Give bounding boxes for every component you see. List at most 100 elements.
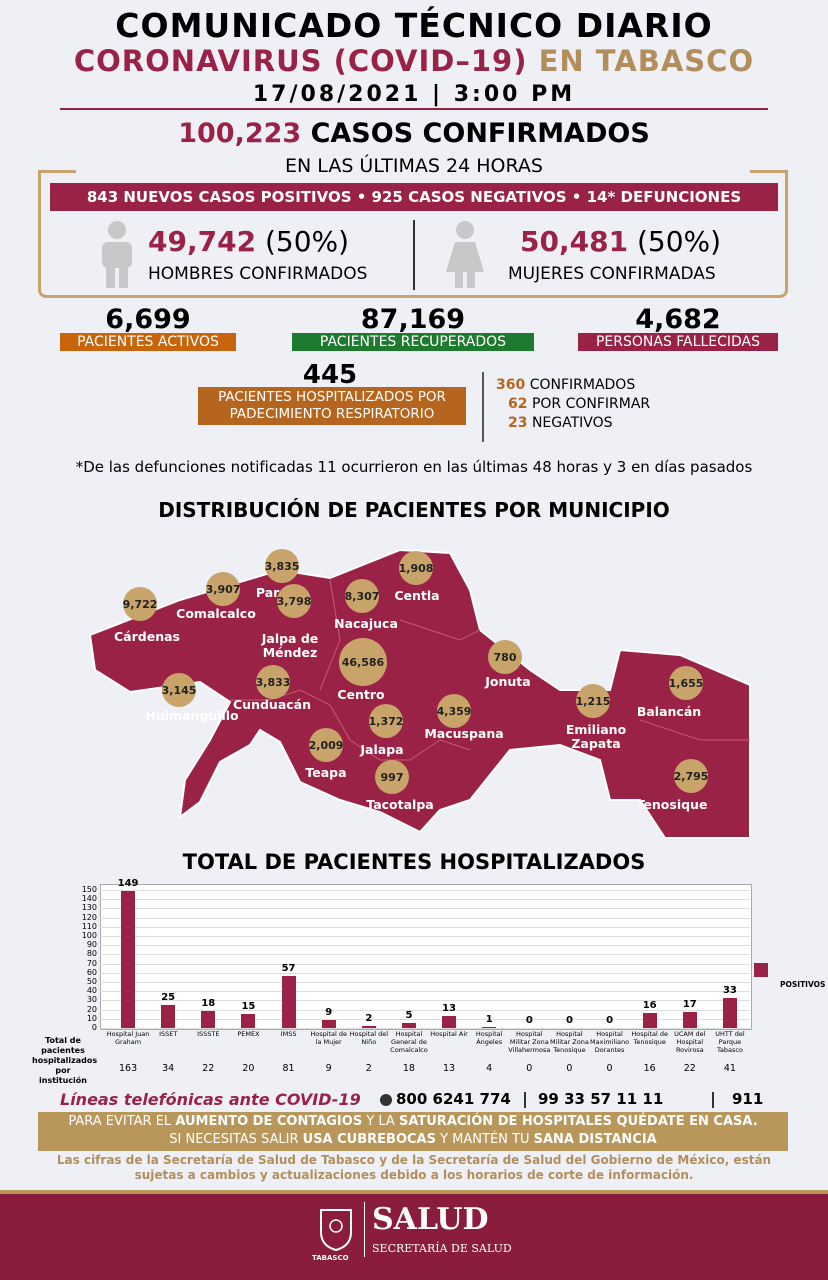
breakdown-value: 62 xyxy=(508,396,528,412)
breakdown-row: 23 NEGATIVOS xyxy=(508,415,613,431)
grid-line xyxy=(100,917,750,919)
subtitle: CORONAVIRUS (COVID–19) EN TABASCO xyxy=(0,44,828,78)
total-value: 0 xyxy=(566,1063,573,1074)
banner-text: SI NECESITAS SALIR xyxy=(169,1132,303,1147)
men-count: 49,742 (50%) xyxy=(148,225,349,258)
banner-text: AUMENTO DE CONTAGIOS xyxy=(175,1114,363,1129)
municipality-value: 2,009 xyxy=(309,728,343,762)
grid-line xyxy=(100,972,750,974)
total-value: 2 xyxy=(365,1063,372,1074)
confirmed-label: CASOS CONFIRMADOS xyxy=(310,118,650,149)
subtitle-main: CORONAVIRUS (COVID–19) xyxy=(73,44,528,78)
bar-chart: TOTAL DE PACIENTES HOSPITALIZADOS 0 10 20 3… xyxy=(32,850,826,1085)
grid-line xyxy=(100,899,750,901)
status-label: PACIENTES RECUPERADOS xyxy=(292,333,534,351)
x-tick-label: Hospital de Tenosique xyxy=(631,1030,669,1046)
value-label: 2 xyxy=(365,1013,373,1025)
municipality-value: 3,833 xyxy=(256,665,290,699)
municipality-value: 1,908 xyxy=(399,551,433,585)
women-label: MUJERES CONFIRMADAS xyxy=(508,264,716,284)
box-edge xyxy=(750,170,788,173)
x-tick-label: Hospital Air xyxy=(430,1030,468,1038)
banner-text: USA CUBREBOCAS xyxy=(302,1132,436,1147)
municipality-value: 9,722 xyxy=(123,587,157,621)
breakdown-value: 23 xyxy=(508,415,528,431)
contact: Líneas telefónicas ante COVID-19 800 624… xyxy=(60,1090,770,1112)
bar xyxy=(281,975,296,1028)
value-label: 149 xyxy=(117,877,139,889)
municipality-value: 4,359 xyxy=(437,694,471,728)
municipality-name: Huimanguillo xyxy=(145,708,239,723)
y-tick-label: 80 xyxy=(86,949,97,959)
bar xyxy=(201,1011,216,1028)
value-label: 13 xyxy=(442,1003,457,1015)
value-label: 15 xyxy=(241,1001,256,1013)
total-value: 22 xyxy=(683,1063,696,1074)
total-value: 9 xyxy=(325,1063,332,1074)
value-label: 0 xyxy=(606,1015,614,1026)
contact-label: Líneas telefónicas ante COVID-19 xyxy=(60,1090,361,1109)
total-value: 163 xyxy=(118,1063,138,1074)
bar xyxy=(482,1027,497,1028)
grid-line xyxy=(100,936,750,937)
breakdown-row: 62 POR CONFIRMAR xyxy=(508,396,650,412)
value-label: 0 xyxy=(565,1015,573,1026)
status-value: 87,169 xyxy=(360,304,466,335)
breakdown-value: 360 xyxy=(496,377,526,393)
footer: TABASCO SALUD SECRETARÍA DE SALUD xyxy=(0,1190,828,1280)
municipality-name: Macuspana xyxy=(424,726,504,741)
grid-line xyxy=(100,908,750,910)
y-tick-label: 60 xyxy=(86,967,97,977)
total-value: 18 xyxy=(402,1063,415,1074)
status-label: PACIENTES ACTIVOS xyxy=(60,333,236,351)
grid-line xyxy=(100,926,750,928)
legend-label: POSITIVOS xyxy=(780,980,826,989)
total-value: 4 xyxy=(486,1063,493,1074)
grid-line xyxy=(100,890,750,891)
banner: PARA EVITAR EL AUMENTO DE CONTAGIOS Y LA… xyxy=(38,1112,788,1151)
separator xyxy=(364,1202,365,1257)
municipality-name: Tacotalpa xyxy=(366,797,434,812)
confirmed-total: 100,223 xyxy=(178,118,302,149)
status-value: 6,699 xyxy=(105,304,191,335)
value-label: 57 xyxy=(281,962,296,974)
total-value: 20 xyxy=(242,1063,255,1074)
women-share: (50%) xyxy=(636,225,722,258)
banner-text: Y MANTÉN TU xyxy=(435,1132,534,1147)
grid-line xyxy=(100,991,750,993)
value-label: 9 xyxy=(325,1006,333,1018)
bar xyxy=(361,1026,376,1028)
breakdown-row: 360 CONFIRMADOS xyxy=(496,377,635,393)
map-title: DISTRIBUCIÓN DE PACIENTES POR MUNICIPIO xyxy=(158,498,670,522)
grid-line xyxy=(100,1028,750,1029)
x-tick-label: Hospital Militar Zona Villahermosa xyxy=(508,1030,551,1054)
total-value: 81 xyxy=(282,1063,295,1074)
bar xyxy=(642,1013,657,1028)
phone-icon xyxy=(380,1094,392,1106)
municipality-name: Jalapa xyxy=(360,742,404,757)
x-tick-label: Hospital Juan Graham xyxy=(106,1030,150,1046)
value-label: 33 xyxy=(722,984,737,996)
x-tick-label: ISSET xyxy=(159,1030,178,1038)
disclaimer: Las cifras de la Secretaría de Salud de … xyxy=(56,1153,772,1182)
x-tick-label: ISSSTE xyxy=(197,1030,220,1038)
total-value: 0 xyxy=(526,1063,533,1074)
municipality-value: 1,215 xyxy=(576,684,610,718)
status-value: 4,682 xyxy=(635,304,721,335)
x-tick-label: Hospital del Niño xyxy=(349,1030,389,1046)
x-tick-label: PEMEX xyxy=(237,1030,260,1038)
municipality-value: 3,907 xyxy=(206,572,240,606)
x-tick-label: Hospital General de Comalcalco xyxy=(390,1030,428,1054)
total-value: 0 xyxy=(606,1063,613,1074)
municipality-value: 46,586 xyxy=(339,638,387,686)
female-icon xyxy=(446,221,484,288)
municipality-value: 997 xyxy=(375,760,409,794)
value-label: 1 xyxy=(485,1014,493,1026)
municipality-name: Cárdenas xyxy=(114,629,180,644)
breakdown-label: POR CONFIRMAR xyxy=(531,396,651,412)
municipality-name: Cunduacán xyxy=(233,697,311,712)
grid-line xyxy=(100,1000,750,1002)
footer-org: SECRETARÍA DE SALUD xyxy=(372,1242,512,1255)
banner-text: SATURACIÓN DE HOSPITALES QUÉDATE EN CASA… xyxy=(398,1114,758,1129)
